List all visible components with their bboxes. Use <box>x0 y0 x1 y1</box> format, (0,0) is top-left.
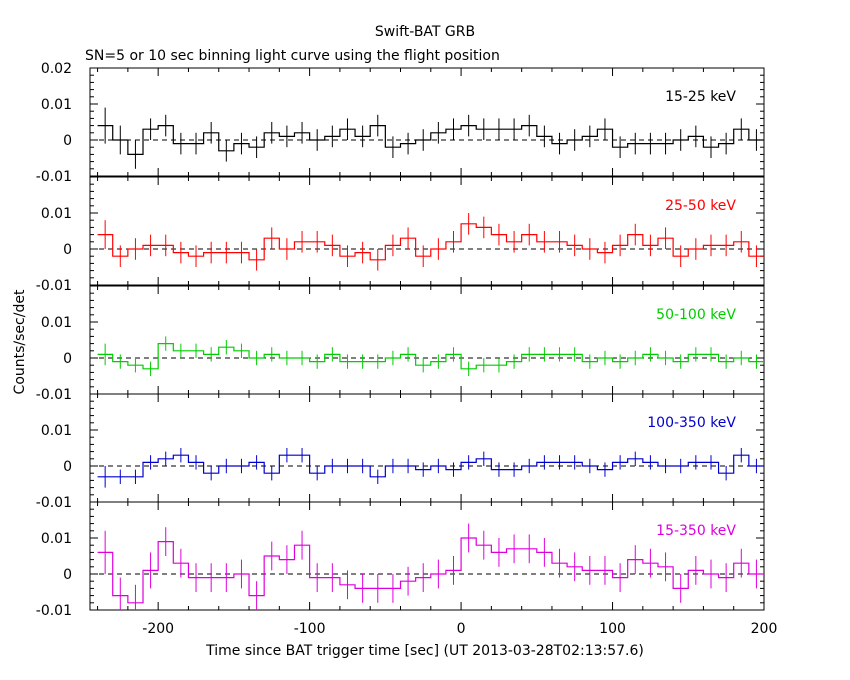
light-curve-step <box>97 537 764 604</box>
y-tick-label: 0.02 <box>41 61 72 77</box>
band-label: 100-350 keV <box>647 415 736 431</box>
light-curve-step <box>97 223 764 261</box>
light-curve-step <box>97 454 764 478</box>
y-tick-label: -0.01 <box>36 495 72 511</box>
band-label: 15-350 keV <box>656 523 736 539</box>
y-tick-label: 0 <box>63 133 72 149</box>
panel-frame <box>89 393 765 503</box>
x-axis-label: Time since BAT trigger time [sec] (UT 20… <box>205 643 644 659</box>
panel: 0.01 0 -0.01 50-100 keV <box>36 285 765 403</box>
y-axis-label: Counts/sec/det <box>12 289 28 394</box>
panel: 0.01 0 -0.01 15-350 keV <box>36 501 765 619</box>
y-tick-label: 0.01 <box>41 423 72 439</box>
y-tick-label: -0.01 <box>36 169 72 185</box>
band-label: 15-25 keV <box>665 89 736 105</box>
chart-subtitle: SN=5 or 10 sec binning light curve using… <box>85 48 500 64</box>
panel: 0.01 0 -0.01 25-50 keV <box>36 176 765 294</box>
panel-frame <box>89 285 765 395</box>
panel-frame <box>89 67 765 177</box>
band-label: 25-50 keV <box>665 198 736 214</box>
y-tick-label: 0.01 <box>41 315 72 331</box>
x-tick-labels: -200 -100 0 100 200 <box>142 621 777 637</box>
y-tick-label: -0.01 <box>36 387 72 403</box>
panel: 0.02 0.01 0 -0.01 15-25 keV <box>36 61 765 185</box>
y-tick-label: 0 <box>63 567 72 583</box>
x-tick-label: -200 <box>142 621 174 637</box>
x-tick-label: 0 <box>457 621 466 637</box>
y-tick-label: 0 <box>63 242 72 258</box>
x-tick-label: 100 <box>599 621 626 637</box>
x-tick-label: 200 <box>751 621 778 637</box>
light-curve-step <box>97 343 764 370</box>
y-tick-label: 0.01 <box>41 531 72 547</box>
y-tick-label: -0.01 <box>36 278 72 294</box>
panel-frame <box>89 176 765 286</box>
panel: 0.01 0 -0.01 100-350 keV <box>36 393 765 511</box>
y-tick-label: 0.01 <box>41 206 72 222</box>
light-curve-step <box>97 125 764 155</box>
y-tick-label: 0 <box>63 459 72 475</box>
y-tick-label: 0 <box>63 351 72 367</box>
y-tick-label: 0.01 <box>41 97 72 113</box>
y-tick-label: -0.01 <box>36 603 72 619</box>
panel-frame <box>89 501 765 611</box>
band-label: 50-100 keV <box>656 307 736 323</box>
x-tick-label: -100 <box>294 621 326 637</box>
chart-title: Swift-BAT GRB <box>375 24 475 40</box>
panels-group: 0.02 0.01 0 -0.01 15-25 keV 0.01 0 -0.01 25-50 k… <box>36 61 765 619</box>
